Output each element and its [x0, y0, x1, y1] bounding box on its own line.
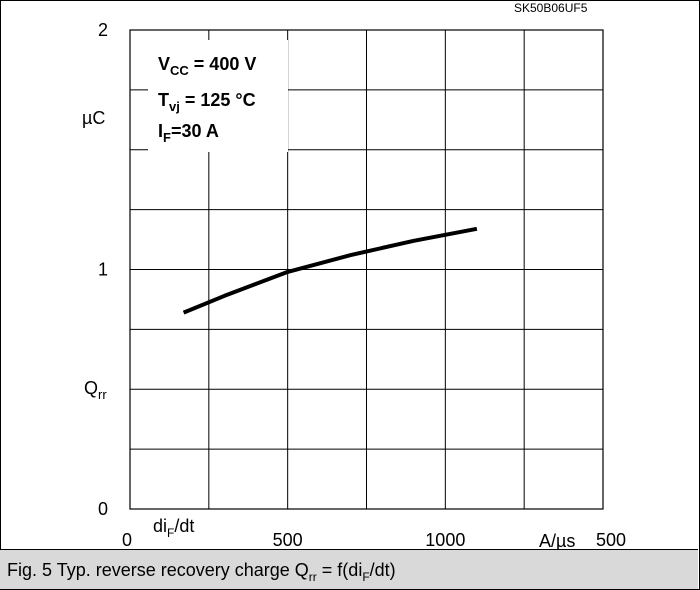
y-unit-label: µC: [82, 108, 106, 128]
condition-vcc: VCC = 400 V: [158, 54, 257, 78]
chart-plot: 0 1 2 0 500 1000 500: [98, 20, 626, 548]
y-tick-label: 0: [98, 499, 108, 519]
condition-if: IF=30 A: [158, 121, 219, 145]
x-tick-label: 500: [596, 530, 626, 548]
chart-id: SK50B06UF5: [514, 1, 588, 15]
plot-border: [129, 29, 604, 510]
x-axis-label: diF/dt: [153, 516, 195, 540]
x-unit-label: A/µs: [539, 531, 576, 551]
condition-box: [148, 40, 288, 152]
x-tick-label: 500: [273, 530, 303, 548]
condition-tvj: Tvj = 125 °C: [158, 90, 256, 114]
y-axis-label: Qrr: [84, 378, 107, 402]
y-tick-label: 2: [98, 20, 108, 40]
figure-caption: Fig. 5 Typ. reverse recovery charge Qrr …: [0, 549, 698, 589]
x-tick-label: 0: [122, 530, 132, 548]
series-line: [182, 226, 478, 315]
y-tick-label: 1: [98, 260, 108, 280]
x-tick-label: 1000: [425, 530, 465, 548]
